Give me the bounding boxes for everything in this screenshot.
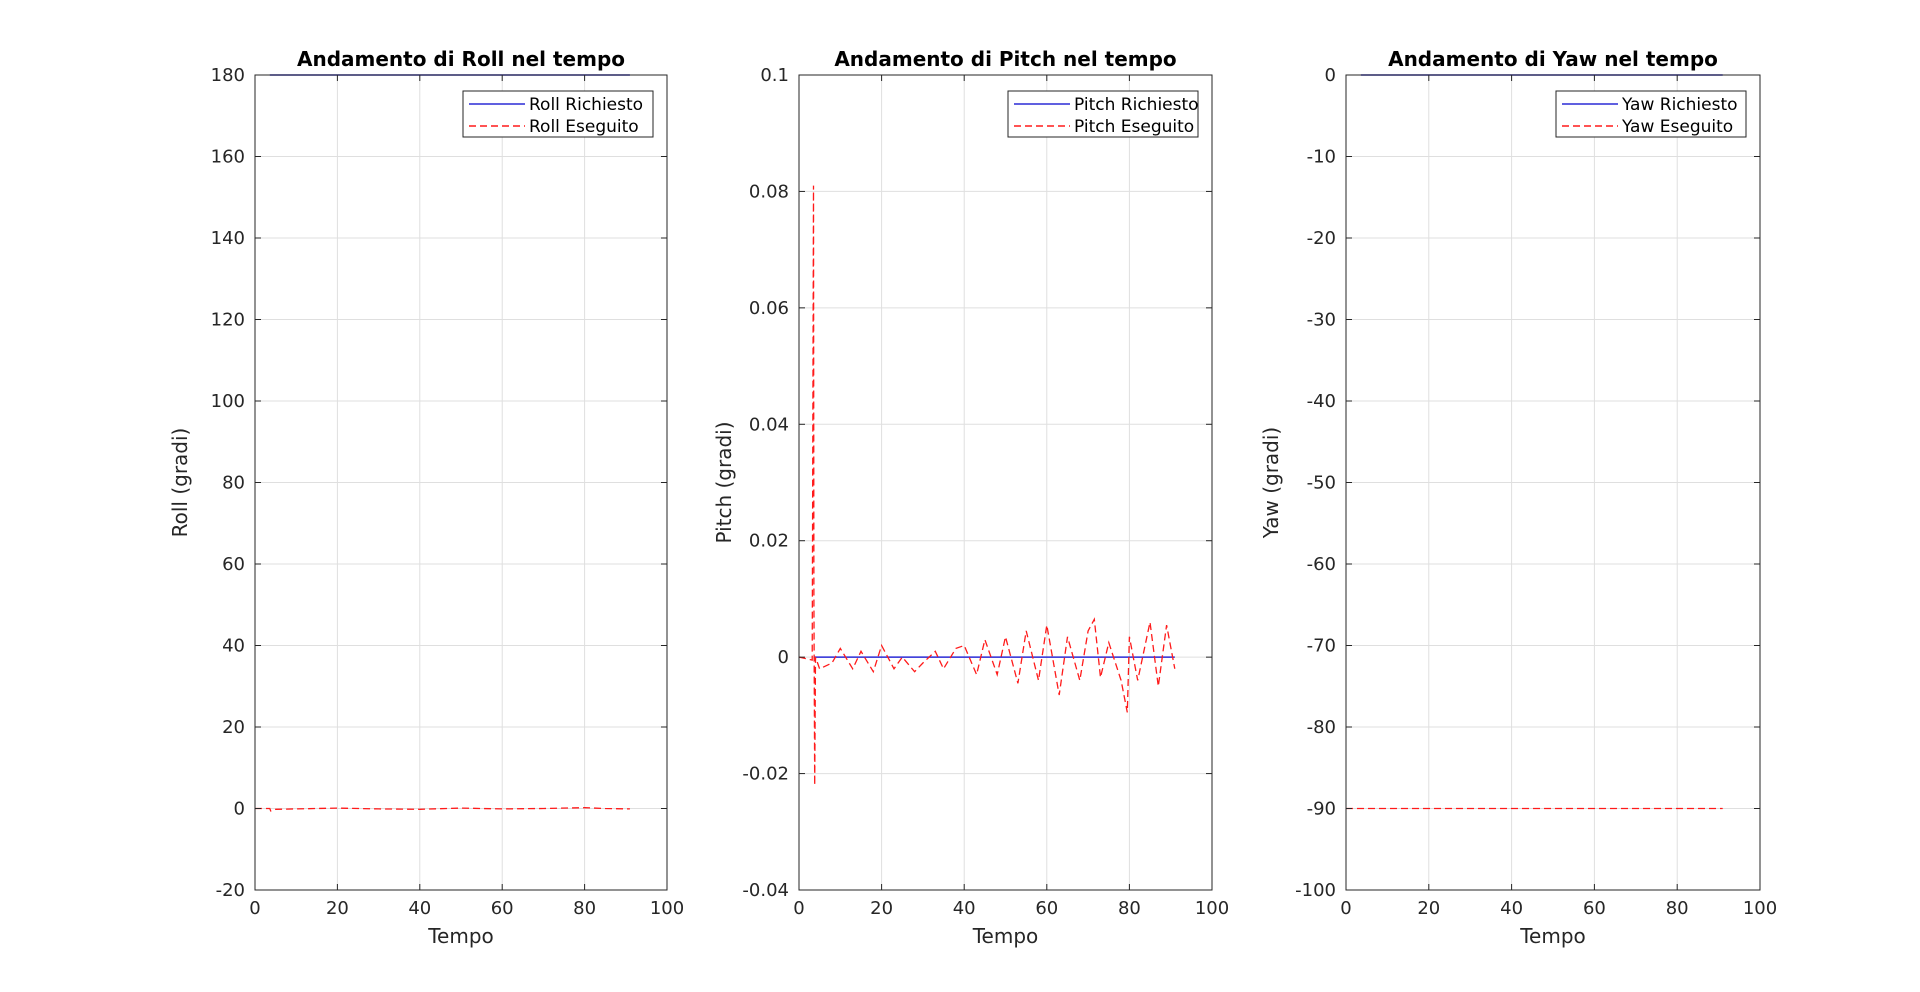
x-axis-label: Tempo (972, 924, 1039, 948)
y-tick-label: -90 (1307, 799, 1336, 820)
series-group (799, 185, 1176, 786)
x-tick-label: 40 (408, 898, 431, 919)
x-tick-label: 80 (1118, 898, 1141, 919)
legend-box (462, 90, 654, 138)
y-tick-label: -20 (1307, 228, 1336, 249)
y-tick-label: -100 (1295, 880, 1336, 901)
y-tick-label: 80 (222, 473, 245, 494)
x-tick-label: 0 (793, 898, 804, 919)
y-tick-label: 0.02 (749, 531, 789, 552)
axes-box (798, 74, 1213, 891)
y-tick-label: -40 (1307, 391, 1336, 412)
x-tick-label: 80 (1666, 898, 1689, 919)
x-tick-label: 60 (1583, 898, 1606, 919)
chart-title: Andamento di Yaw nel tempo (1388, 47, 1718, 71)
y-tick-label: -10 (1307, 147, 1336, 168)
y-tick-label: -70 (1307, 636, 1336, 657)
x-tick-label: 20 (326, 898, 349, 919)
y-tick-label: 0.04 (749, 414, 789, 435)
x-tick-label: 60 (491, 898, 514, 919)
legend-label: Roll Richiesto (529, 95, 643, 115)
x-tick-label: 20 (1417, 898, 1440, 919)
subplot-1: 0 20 40 60 80 100-20020406080100120140160180A… (168, 47, 684, 948)
y-tick-label: 140 (211, 228, 245, 249)
chart-title: Andamento di Roll nel tempo (297, 47, 625, 71)
series-line-executed (799, 185, 1176, 786)
chart-title: Andamento di Pitch nel tempo (834, 47, 1176, 71)
x-tick-label: 100 (650, 898, 684, 919)
y-axis-label: Yaw (gradi) (1259, 427, 1283, 539)
y-axis-label: Pitch (gradi) (712, 421, 736, 543)
x-axis-label: Tempo (427, 924, 494, 948)
legend-label: Pitch Eseguito (1074, 117, 1194, 137)
x-tick-label: 60 (1035, 898, 1058, 919)
y-tick-label: -80 (1307, 717, 1336, 738)
y-axis-label: Roll (gradi) (168, 428, 192, 538)
plot-area (799, 75, 1212, 890)
y-tick-label: -0.02 (742, 764, 789, 785)
x-tick-label: 100 (1743, 898, 1777, 919)
y-tick-label: 40 (222, 636, 245, 657)
legend-label: Roll Eseguito (529, 117, 639, 137)
y-tick-label: -0.04 (742, 880, 789, 901)
y-tick-label: 160 (211, 147, 245, 168)
x-tick-label: 0 (249, 898, 260, 919)
legend-label: Yaw Eseguito (1621, 117, 1733, 137)
y-tick-label: 120 (211, 310, 245, 331)
x-axis-label: Tempo (1519, 924, 1586, 948)
y-tick-label: -20 (216, 880, 245, 901)
x-tick-label: 100 (1195, 898, 1229, 919)
y-tick-label: 180 (211, 65, 245, 86)
x-tick-label: 0 (1340, 898, 1351, 919)
y-tick-label: -30 (1307, 310, 1336, 331)
y-tick-label: -50 (1307, 473, 1336, 494)
y-tick-label: -60 (1307, 554, 1336, 575)
legend-label: Pitch Richiesto (1074, 95, 1199, 115)
series-line-executed (255, 807, 630, 812)
y-tick-label: 0.06 (749, 298, 789, 319)
legend-box (1007, 90, 1199, 138)
x-tick-label: 80 (573, 898, 596, 919)
y-tick-label: 0 (234, 799, 245, 820)
y-tick-label: 0.08 (749, 181, 789, 202)
x-tick-label: 40 (1500, 898, 1523, 919)
y-tick-label: 0 (1325, 65, 1336, 86)
legend-label: Yaw Richiesto (1621, 95, 1738, 115)
x-tick-label: 20 (870, 898, 893, 919)
subplot-3: 0 20 40 60 80 100-100-90-80-70-60-50-40-30-20… (1259, 47, 1777, 948)
y-tick-label: 20 (222, 717, 245, 738)
y-tick-label: 100 (211, 391, 245, 412)
subplot-2: 0 20 40 60 80 100 -0.04 -0.02 0 0.02 0.04 0.06 0.08 0… (712, 47, 1229, 948)
y-tick-label: 0.1 (760, 65, 789, 86)
legend-box (1555, 90, 1747, 138)
y-tick-label: 60 (222, 554, 245, 575)
y-tick-label: 0 (778, 647, 789, 668)
x-tick-label: 40 (953, 898, 976, 919)
